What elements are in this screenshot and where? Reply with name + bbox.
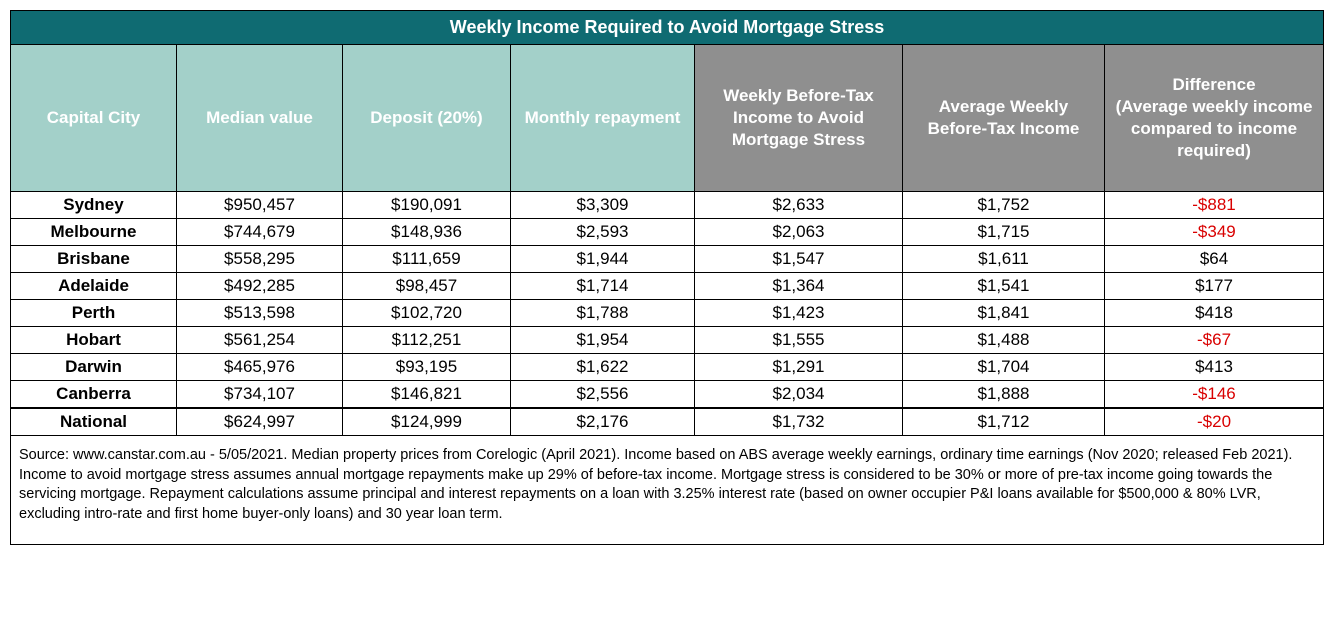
cell-weekly: $1,364 bbox=[695, 273, 903, 300]
column-header-city: Capital City bbox=[11, 45, 177, 192]
cell-deposit: $102,720 bbox=[343, 300, 511, 327]
cell-diff: -$67 bbox=[1105, 327, 1324, 354]
cell-monthly: $1,788 bbox=[511, 300, 695, 327]
cell-weekly: $2,034 bbox=[695, 381, 903, 409]
cell-monthly: $2,556 bbox=[511, 381, 695, 409]
cell-deposit: $124,999 bbox=[343, 408, 511, 436]
cell-deposit: $146,821 bbox=[343, 381, 511, 409]
column-header-avg: Average Weekly Before-Tax Income bbox=[903, 45, 1105, 192]
cell-weekly: $1,291 bbox=[695, 354, 903, 381]
cell-median: $950,457 bbox=[177, 192, 343, 219]
cell-city: Darwin bbox=[11, 354, 177, 381]
cell-median: $558,295 bbox=[177, 246, 343, 273]
cell-weekly: $1,555 bbox=[695, 327, 903, 354]
cell-city: Canberra bbox=[11, 381, 177, 409]
table-title-row: Weekly Income Required to Avoid Mortgage… bbox=[11, 11, 1324, 45]
cell-monthly: $3,309 bbox=[511, 192, 695, 219]
cell-city: Hobart bbox=[11, 327, 177, 354]
column-header-weekly: Weekly Before-Tax Income to Avoid Mortga… bbox=[695, 45, 903, 192]
cell-monthly: $1,622 bbox=[511, 354, 695, 381]
cell-avg: $1,704 bbox=[903, 354, 1105, 381]
mortgage-stress-table: Weekly Income Required to Avoid Mortgage… bbox=[10, 10, 1324, 545]
column-header-deposit: Deposit (20%) bbox=[343, 45, 511, 192]
cell-weekly: $2,063 bbox=[695, 219, 903, 246]
cell-city: Sydney bbox=[11, 192, 177, 219]
cell-avg: $1,752 bbox=[903, 192, 1105, 219]
cell-city: National bbox=[11, 408, 177, 436]
cell-deposit: $190,091 bbox=[343, 192, 511, 219]
table-row: Perth$513,598$102,720$1,788$1,423$1,841$… bbox=[11, 300, 1324, 327]
cell-monthly: $2,176 bbox=[511, 408, 695, 436]
table-header-row: Capital CityMedian valueDeposit (20%)Mon… bbox=[11, 45, 1324, 192]
cell-city: Adelaide bbox=[11, 273, 177, 300]
cell-avg: $1,715 bbox=[903, 219, 1105, 246]
table-row: Canberra$734,107$146,821$2,556$2,034$1,8… bbox=[11, 381, 1324, 409]
cell-median: $492,285 bbox=[177, 273, 343, 300]
cell-weekly: $1,732 bbox=[695, 408, 903, 436]
cell-weekly: $2,633 bbox=[695, 192, 903, 219]
cell-median: $513,598 bbox=[177, 300, 343, 327]
cell-diff: -$881 bbox=[1105, 192, 1324, 219]
cell-diff: $413 bbox=[1105, 354, 1324, 381]
cell-median: $561,254 bbox=[177, 327, 343, 354]
cell-city: Brisbane bbox=[11, 246, 177, 273]
cell-median: $624,997 bbox=[177, 408, 343, 436]
table-title: Weekly Income Required to Avoid Mortgage… bbox=[11, 11, 1324, 45]
cell-median: $465,976 bbox=[177, 354, 343, 381]
table-row: Sydney$950,457$190,091$3,309$2,633$1,752… bbox=[11, 192, 1324, 219]
cell-diff: $64 bbox=[1105, 246, 1324, 273]
cell-avg: $1,888 bbox=[903, 381, 1105, 409]
cell-deposit: $111,659 bbox=[343, 246, 511, 273]
cell-city: Melbourne bbox=[11, 219, 177, 246]
column-header-median: Median value bbox=[177, 45, 343, 192]
cell-avg: $1,611 bbox=[903, 246, 1105, 273]
cell-avg: $1,541 bbox=[903, 273, 1105, 300]
cell-diff: $177 bbox=[1105, 273, 1324, 300]
cell-weekly: $1,547 bbox=[695, 246, 903, 273]
cell-avg: $1,841 bbox=[903, 300, 1105, 327]
cell-monthly: $1,954 bbox=[511, 327, 695, 354]
cell-city: Perth bbox=[11, 300, 177, 327]
cell-monthly: $2,593 bbox=[511, 219, 695, 246]
table-row: Adelaide$492,285$98,457$1,714$1,364$1,54… bbox=[11, 273, 1324, 300]
cell-diff: -$349 bbox=[1105, 219, 1324, 246]
table-row: Melbourne$744,679$148,936$2,593$2,063$1,… bbox=[11, 219, 1324, 246]
cell-deposit: $148,936 bbox=[343, 219, 511, 246]
cell-deposit: $112,251 bbox=[343, 327, 511, 354]
table-footer-row: Source: www.canstar.com.au - 5/05/2021. … bbox=[11, 436, 1324, 545]
table-row: Hobart$561,254$112,251$1,954$1,555$1,488… bbox=[11, 327, 1324, 354]
cell-deposit: $98,457 bbox=[343, 273, 511, 300]
column-header-monthly: Monthly repayment bbox=[511, 45, 695, 192]
cell-diff: -$20 bbox=[1105, 408, 1324, 436]
cell-diff: $418 bbox=[1105, 300, 1324, 327]
cell-avg: $1,712 bbox=[903, 408, 1105, 436]
cell-avg: $1,488 bbox=[903, 327, 1105, 354]
table-row: National$624,997$124,999$2,176$1,732$1,7… bbox=[11, 408, 1324, 436]
table-row: Brisbane$558,295$111,659$1,944$1,547$1,6… bbox=[11, 246, 1324, 273]
cell-weekly: $1,423 bbox=[695, 300, 903, 327]
cell-monthly: $1,944 bbox=[511, 246, 695, 273]
cell-deposit: $93,195 bbox=[343, 354, 511, 381]
cell-median: $734,107 bbox=[177, 381, 343, 409]
table-footnote: Source: www.canstar.com.au - 5/05/2021. … bbox=[11, 436, 1324, 545]
cell-monthly: $1,714 bbox=[511, 273, 695, 300]
cell-median: $744,679 bbox=[177, 219, 343, 246]
cell-diff: -$146 bbox=[1105, 381, 1324, 409]
column-header-diff: Difference(Average weekly income compare… bbox=[1105, 45, 1324, 192]
table-row: Darwin$465,976$93,195$1,622$1,291$1,704$… bbox=[11, 354, 1324, 381]
